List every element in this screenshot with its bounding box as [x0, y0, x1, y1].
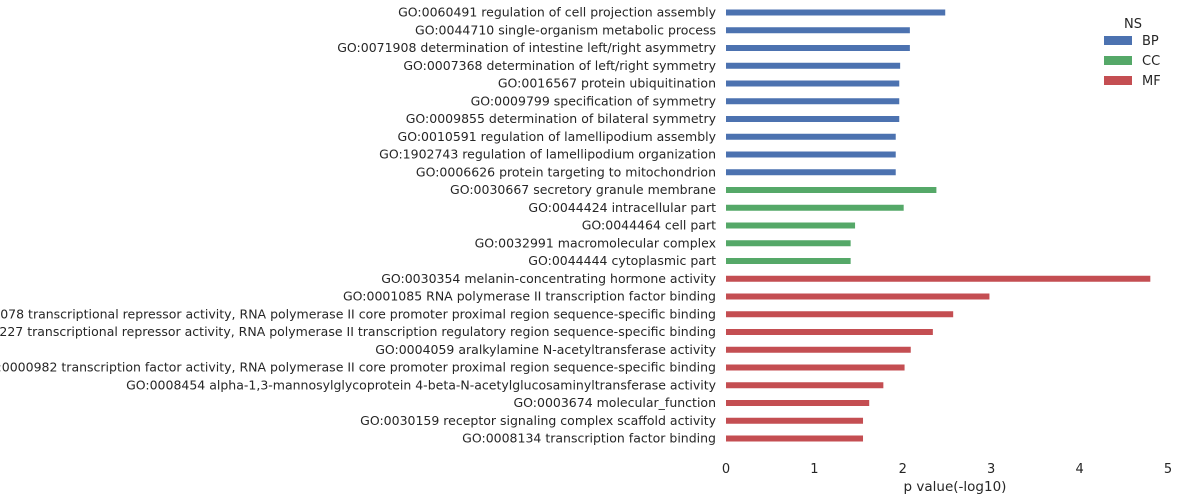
bar-4 — [726, 62, 901, 69]
category-label: GO:0008134 transcription factor binding — [462, 431, 716, 446]
x-tick-label: 4 — [1075, 462, 1083, 477]
bar-16 — [726, 275, 1151, 282]
x-axis-ticks: 0 1 2 3 4 5 — [722, 462, 1172, 477]
category-label: GO:0044444 cytoplasmic part — [528, 253, 716, 268]
bar-22 — [726, 382, 884, 389]
bars-group — [726, 9, 1151, 442]
bar-14 — [726, 240, 851, 247]
category-label: GO:0071908 determination of intestine le… — [337, 40, 716, 55]
category-label: GO:0010591 regulation of lamellipodium a… — [398, 129, 717, 144]
bar-6 — [726, 98, 900, 105]
x-tick-label: 2 — [899, 462, 907, 477]
bar-12 — [726, 204, 904, 211]
bar-5 — [726, 80, 900, 87]
category-label: GO:0032991 macromolecular complex — [475, 235, 716, 250]
legend-title: NS — [1124, 17, 1142, 32]
legend-label-cc: CC — [1142, 54, 1160, 69]
bar-25 — [726, 435, 864, 442]
bar-19 — [726, 329, 933, 335]
bar-10 — [726, 169, 896, 176]
category-label: GO:0030354 melanin-concentrating hormone… — [381, 271, 716, 286]
bar-17 — [726, 293, 990, 300]
bar-20 — [726, 346, 911, 353]
category-label: GO:0008454 alpha-1,3-mannosylglycoprotei… — [126, 377, 717, 392]
legend-label-mf: MF — [1142, 74, 1161, 89]
category-label: GO:0044424 intracellular part — [528, 200, 716, 215]
category-label: GO:0044710 single-organism metabolic pro… — [415, 22, 716, 37]
bar-15 — [726, 258, 851, 264]
x-tick-label: 3 — [987, 462, 995, 477]
legend-swatch-cc — [1104, 56, 1132, 65]
legend: NS BP CC MF — [1104, 17, 1161, 89]
category-label: GO:0003674 molecular_function — [513, 395, 716, 410]
legend-label-bp: BP — [1142, 34, 1159, 49]
x-tick-label: 1 — [810, 462, 818, 477]
x-tick-label: 5 — [1164, 462, 1172, 477]
category-label: GO:0007368 determination of left/right s… — [403, 58, 716, 73]
category-label: GO:0030667 secretory granule membrane — [450, 182, 716, 197]
category-label: GO:0030159 receptor signaling complex sc… — [360, 413, 716, 428]
category-label: GO:0004059 aralkylamine N-acetyltransfer… — [375, 342, 716, 357]
category-label: GO:0006626 protein targeting to mitochon… — [416, 164, 716, 179]
category-label: GO:0060491 regulation of cell projection… — [398, 5, 716, 20]
category-label: GO:0001085 RNA polymerase II transcripti… — [343, 289, 716, 304]
bar-11 — [726, 187, 937, 193]
legend-swatch-bp — [1104, 36, 1132, 45]
category-label: GO:0000982 transcription factor activity… — [0, 360, 716, 375]
category-label: GO:0001078 transcriptional repressor act… — [0, 306, 716, 321]
x-axis-title: p value(-log10) — [904, 479, 1007, 495]
bar-9 — [726, 151, 896, 158]
x-tick-label: 0 — [722, 462, 730, 477]
legend-swatch-mf — [1104, 76, 1132, 85]
bar-21 — [726, 364, 905, 371]
category-labels: GO:0060491 regulation of cell projection… — [0, 5, 717, 446]
bar-3 — [726, 45, 910, 51]
bar-7 — [726, 116, 900, 122]
bar-1 — [726, 9, 946, 16]
bar-24 — [726, 417, 864, 424]
category-label: GO:0016567 protein ubiquitination — [498, 76, 716, 91]
bar-18 — [726, 311, 954, 318]
category-label: GO:0044464 cell part — [582, 218, 716, 233]
category-label: GO:0009799 specification of symmetry — [471, 93, 717, 108]
category-label: GO:0001227 transcriptional repressor act… — [0, 324, 716, 339]
bar-23 — [726, 400, 870, 406]
bar-8 — [726, 133, 896, 140]
category-label: GO:1902743 regulation of lamellipodium o… — [379, 147, 716, 162]
bar-2 — [726, 27, 910, 34]
bar-13 — [726, 222, 856, 229]
category-label: GO:0009855 determination of bilateral sy… — [406, 111, 717, 126]
